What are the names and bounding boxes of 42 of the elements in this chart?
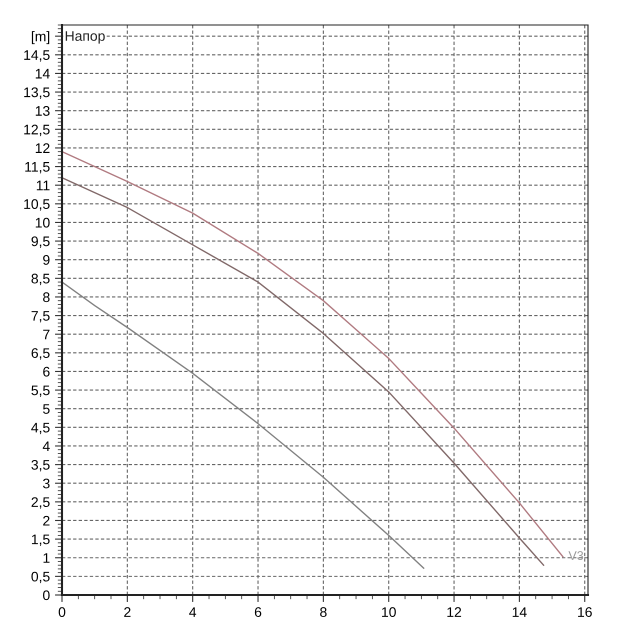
y-tick-label: 12 [36,143,50,153]
x-tick-label: 8 [320,607,327,618]
y-tick-label: 13 [36,106,50,116]
x-tick-label: 4 [189,607,196,617]
y-tick-label: 13,5 [24,87,50,99]
y-tick-label: 0 [43,590,50,600]
y-tick-label: 1 [44,553,50,563]
y-tick-label: 12,5 [24,124,50,136]
y-tick-label: 14 [36,68,50,78]
x-tick-label: 6 [254,607,262,618]
y-tick-label: 7 [43,330,50,340]
y-tick-label: 9 [43,255,50,265]
y-tick-label: 6 [43,366,50,377]
y-tick-label: 9,5 [32,236,50,248]
y-tick-label: 3,5 [31,460,50,472]
x-tick-label: 10 [382,607,396,618]
y-tick-label: 7,5 [32,311,50,322]
x-tick-label: 12 [447,607,462,617]
y-tick-label: 4 [42,441,50,452]
y-tick-label: 10,5 [24,199,50,211]
annotation: Напор [66,31,105,44]
y-tick-label: 8 [43,292,50,302]
y-tick-label: 11 [36,180,50,190]
x-tick-label: 14 [512,607,527,617]
y-tick-label: 2 [43,516,50,526]
y-tick-label: 5,5 [31,386,50,397]
y-tick-label: 10 [36,218,50,228]
x-tick-label: 2 [124,607,131,617]
y-tick-label: 0,5 [31,572,50,584]
y-tick-label: 11,5 [25,162,50,174]
y-tick-label: 8,5 [31,274,50,286]
y-tick-label: 14,5 [24,50,50,62]
y-tick-label: 5 [43,404,50,414]
x-tick-label: 0 [58,607,66,618]
y-tick-label: 3 [43,478,50,488]
y-tick-label: 4,5 [31,422,50,434]
y-tick-label: 6,5 [32,348,50,360]
x-tick-label: 16 [578,607,592,618]
y-tick-label: [m] [32,31,50,44]
line-series [62,281,424,569]
y-tick-label: 2,5 [32,497,50,509]
y-tick-label: 1,5 [32,534,50,546]
